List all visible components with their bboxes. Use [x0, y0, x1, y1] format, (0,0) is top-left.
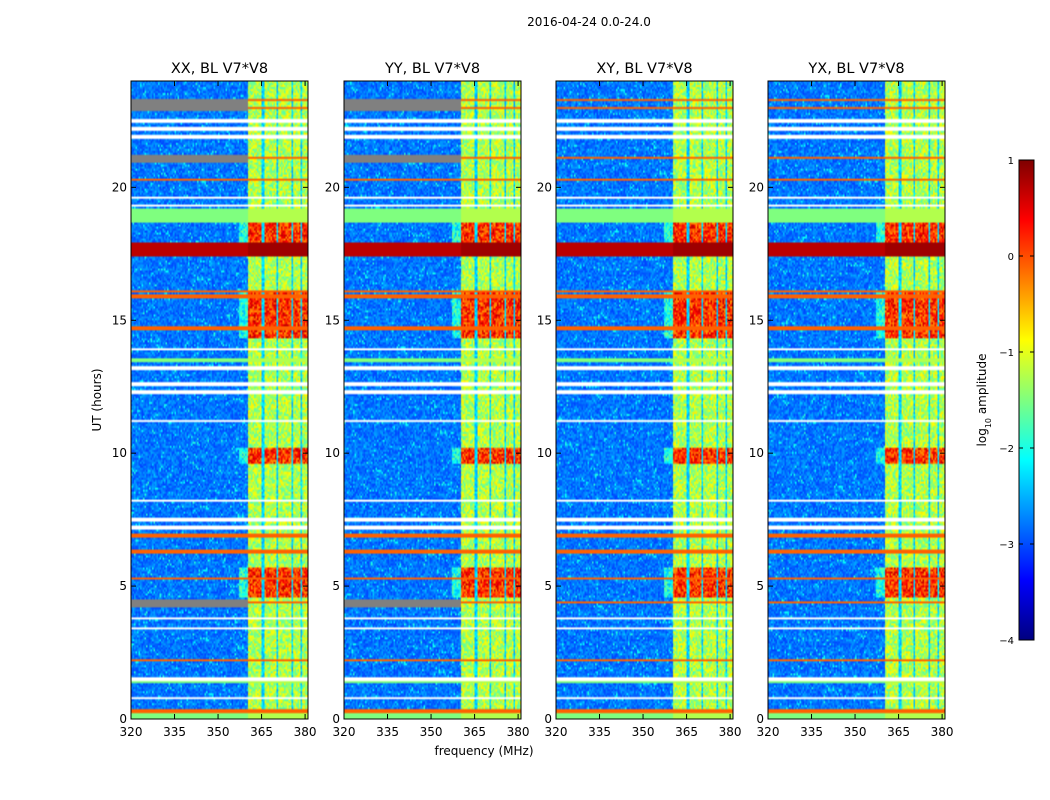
y-axis-label: UT (hours) — [90, 368, 104, 431]
y-tick-label: 0 — [332, 712, 340, 726]
colorbar-tick-label: −3 — [999, 540, 1014, 551]
panel-title: XX, BL V7*V8 — [171, 61, 268, 77]
panel-title: YY, BL V7*V8 — [384, 61, 480, 77]
colorbar-scale — [1018, 159, 1035, 641]
spectrogram-panel: YX, BL V7*V8 320 335 350 365 380 0 5 10 15 20 — [749, 61, 954, 739]
figure-title: 2016-04-24 0.0-24.0 — [527, 15, 651, 29]
axes-frame — [343, 80, 522, 720]
x-tick-label: 350 — [844, 725, 867, 739]
x-tick-label: 350 — [207, 725, 230, 739]
colorbar-tick-label: −1 — [999, 348, 1014, 359]
x-tick-label: 380 — [931, 725, 954, 739]
colorbar: 1 0 −1 −2 −3 −4 log10 amplitude — [975, 156, 1035, 647]
y-tick-label: 15 — [325, 313, 340, 327]
y-tick-label: 10 — [112, 446, 127, 460]
x-tick-label: 335 — [588, 725, 611, 739]
axes-frame — [555, 80, 734, 720]
x-tick-label: 365 — [675, 725, 698, 739]
heatmap-image — [768, 81, 945, 719]
y-tick-label: 15 — [112, 313, 127, 327]
x-tick-label: 335 — [163, 725, 186, 739]
y-tick-label: 20 — [749, 180, 764, 194]
y-tick-label: 0 — [119, 712, 127, 726]
y-tick-label: 5 — [332, 579, 340, 593]
x-tick-label: 335 — [376, 725, 399, 739]
x-tick-label: 350 — [632, 725, 655, 739]
y-tick-label: 10 — [537, 446, 552, 460]
x-tick-label: 350 — [420, 725, 443, 739]
heatmap-image — [556, 81, 733, 719]
panel-title: YX, BL V7*V8 — [807, 61, 904, 77]
x-tick-label: 380 — [719, 725, 742, 739]
axes-frame — [767, 80, 946, 720]
x-tick-label: 365 — [887, 725, 910, 739]
colorbar-tick-label: −2 — [999, 444, 1014, 455]
x-tick-label: 320 — [757, 725, 780, 739]
y-tick-label: 0 — [756, 712, 764, 726]
x-tick-label: 320 — [333, 725, 356, 739]
spectrogram-panel: XY, BL V7*V8 320 335 350 365 380 0 5 10 15 20 — [537, 61, 742, 739]
y-tick-label: 5 — [756, 579, 764, 593]
colorbar-tick-label: 0 — [1008, 252, 1014, 263]
y-tick-label: 10 — [749, 446, 764, 460]
x-tick-label: 365 — [250, 725, 273, 739]
y-tick-label: 5 — [119, 579, 127, 593]
heatmap-image — [131, 81, 308, 719]
y-tick-label: 15 — [537, 313, 552, 327]
colorbar-label: log10 amplitude — [975, 354, 993, 447]
y-tick-label: 5 — [544, 579, 552, 593]
x-tick-label: 380 — [507, 725, 530, 739]
y-tick-label: 20 — [325, 180, 340, 194]
axes-frame — [130, 80, 309, 720]
x-tick-label: 365 — [463, 725, 486, 739]
spectrogram-panel: XX, BL V7*V8 320 335 350 365 380 0 5 10 15 20 — [112, 61, 317, 739]
y-tick-label: 10 — [325, 446, 340, 460]
y-tick-label: 20 — [537, 180, 552, 194]
heatmap-image — [344, 81, 521, 719]
panel-title: XY, BL V7*V8 — [596, 61, 692, 77]
colorbar-tick-label: −4 — [999, 636, 1014, 647]
spectrogram-panel: YY, BL V7*V8 320 335 350 365 380 0 5 10 15 20 — [325, 61, 530, 739]
x-tick-label: 380 — [294, 725, 317, 739]
y-tick-label: 15 — [749, 313, 764, 327]
x-axis-label: frequency (MHz) — [434, 744, 533, 758]
x-tick-label: 320 — [545, 725, 568, 739]
x-tick-label: 320 — [120, 725, 143, 739]
y-tick-label: 20 — [112, 180, 127, 194]
x-tick-label: 335 — [800, 725, 823, 739]
colorbar-tick-label: 1 — [1008, 156, 1014, 167]
y-tick-label: 0 — [544, 712, 552, 726]
